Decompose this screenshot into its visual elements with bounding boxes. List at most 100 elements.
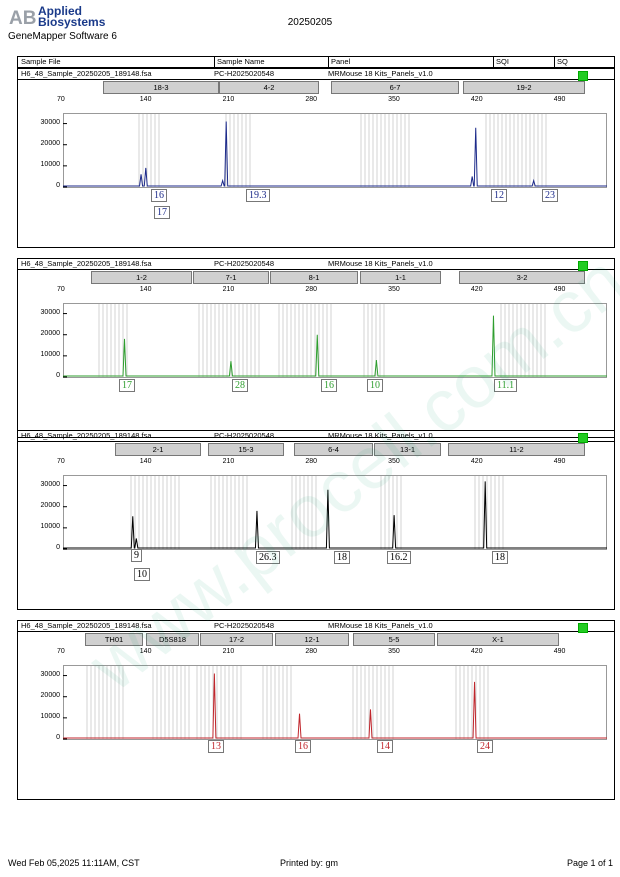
y-tick-label: 20000 <box>40 691 60 699</box>
allele-call-label: 16 <box>295 740 311 753</box>
signal-trace <box>63 315 607 377</box>
software-name: GeneMapper Software 6 <box>8 31 117 42</box>
y-tick-label: 0 <box>56 372 60 379</box>
locus-marker: 12-1 <box>275 633 349 646</box>
y-tick-label: 10000 <box>40 350 60 358</box>
allele-call-label: 9 <box>131 549 142 562</box>
logo-text: Applied Biosystems <box>38 4 106 29</box>
info-panel: MRMouse 18 Kits_Panels_v1.0 <box>328 431 433 440</box>
y-tick-label: 20000 <box>40 501 60 509</box>
locus-marker: 1-1 <box>360 271 441 284</box>
y-tick-label: 30000 <box>40 118 60 126</box>
info-sample-file: H6_48_Sample_20250205_189148.fsa <box>21 69 152 78</box>
x-tick-label: 280 <box>305 96 318 103</box>
x-tick-label: 350 <box>388 648 400 655</box>
locus-marker: 1-2 <box>91 271 192 284</box>
allele-call-label: 10 <box>134 568 150 581</box>
footer-printed-by: Printed by: gm <box>280 858 339 868</box>
y-tick-label: 30000 <box>40 308 60 316</box>
trace-plot <box>63 665 607 740</box>
allele-call-label: 23 <box>542 189 558 202</box>
x-tick-label: 350 <box>388 96 400 103</box>
quality-status-indicator <box>578 71 588 81</box>
col-sample-file: Sample File <box>21 57 61 66</box>
info-sample-name: PC-H2025020548 <box>214 69 275 78</box>
x-tick-label: 420 <box>470 286 483 293</box>
ab-logo-icon: AB <box>8 6 38 28</box>
allele-call-label: 26.3 <box>256 551 280 564</box>
footer-date: Wed Feb 05,2025 11:11AM, CST <box>8 858 140 868</box>
allele-call-label: 18 <box>492 551 508 564</box>
y-tick-label: 0 <box>56 544 60 551</box>
locus-marker: X-1 <box>437 633 559 646</box>
x-tick-label: 280 <box>305 648 318 655</box>
x-tick-label: 420 <box>470 96 483 103</box>
logo-line1: Applied <box>38 4 82 18</box>
signal-trace <box>63 481 607 549</box>
svg-text:AB: AB <box>9 8 36 28</box>
y-tick-label: 0 <box>56 734 60 741</box>
info-sample-name: PC-H2025020548 <box>214 621 275 630</box>
info-sample-file: H6_48_Sample_20250205_189148.fsa <box>21 621 152 630</box>
plot-frame <box>63 303 607 378</box>
locus-marker: 17-2 <box>200 633 273 646</box>
locus-marker: 6-7 <box>331 81 459 94</box>
allele-call-label: 12 <box>491 189 507 202</box>
locus-marker: 19-2 <box>463 81 585 94</box>
y-tick-label: 10000 <box>40 160 60 168</box>
footer-page: Page 1 of 1 <box>567 858 614 868</box>
locus-marker: D5S818 <box>146 633 199 646</box>
trace-plot <box>63 113 607 188</box>
plot-frame <box>63 113 607 188</box>
y-tick-label: 30000 <box>40 480 60 488</box>
signal-trace <box>63 673 607 739</box>
info-panel: MRMouse 18 Kits_Panels_v1.0 <box>328 259 433 268</box>
allele-call-label: 28 <box>232 379 248 392</box>
x-tick-label: 490 <box>553 286 566 293</box>
electropherogram-panel: H6_48_Sample_20250205_189148.fsa PC-H2025… <box>17 68 615 248</box>
locus-marker: 3-2 <box>459 271 585 284</box>
info-sample-file: H6_48_Sample_20250205_189148.fsa <box>21 431 152 440</box>
x-tick-label: 420 <box>470 648 483 655</box>
locus-marker: 7-1 <box>193 271 269 284</box>
run-date: 20250205 <box>287 17 333 28</box>
x-tick-label: 210 <box>222 458 235 465</box>
x-tick-label: 350 <box>388 458 400 465</box>
allele-call-label: 24 <box>477 740 493 753</box>
col-sqi: SQI <box>493 57 509 67</box>
y-tick-label: 10000 <box>40 522 60 530</box>
x-tick-label: 140 <box>139 648 152 655</box>
column-header: Sample File Sample Name Panel SQI SQ <box>17 56 615 68</box>
x-tick-label: 70 <box>57 286 65 293</box>
info-sample-name: PC-H2025020548 <box>214 431 275 440</box>
x-tick-label: 490 <box>553 648 566 655</box>
info-panel: MRMouse 18 Kits_Panels_v1.0 <box>328 69 433 78</box>
x-tick-label: 210 <box>222 96 235 103</box>
col-sample-name: Sample Name <box>214 57 265 67</box>
x-tick-label: 210 <box>222 286 235 293</box>
x-tick-label: 210 <box>222 648 235 655</box>
x-tick-label: 490 <box>553 96 566 103</box>
sample-info-row: H6_48_Sample_20250205_189148.fsa PC-H2025… <box>18 259 614 271</box>
x-tick-label: 490 <box>553 458 566 465</box>
info-sample-name: PC-H2025020548 <box>214 259 275 268</box>
logo-line2: Biosystems <box>38 15 106 29</box>
allele-call-label: 14 <box>377 740 393 753</box>
allele-call-label: 16 <box>321 379 337 392</box>
locus-marker: 8-1 <box>270 271 358 284</box>
locus-marker: 18-3 <box>103 81 219 94</box>
x-tick-label: 280 <box>305 458 318 465</box>
allele-call-label: 19.3 <box>246 189 270 202</box>
sample-info-row: H6_48_Sample_20250205_189148.fsa PC-H2025… <box>18 621 614 633</box>
allele-call-label: 16 <box>151 189 167 202</box>
y-tick-label: 0 <box>56 182 60 189</box>
locus-marker: 2-1 <box>115 443 201 456</box>
allele-call-label: 17 <box>119 379 135 392</box>
sample-info-row: H6_48_Sample_20250205_189148.fsa PC-H2025… <box>18 431 614 443</box>
trace-plot <box>63 475 607 550</box>
x-tick-label: 70 <box>57 96 65 103</box>
y-tick-label: 10000 <box>40 712 60 720</box>
x-tick-label: 70 <box>57 648 65 655</box>
plot-frame <box>63 475 607 550</box>
electropherogram-panel: H6_48_Sample_20250205_189148.fsa PC-H2025… <box>17 430 615 610</box>
